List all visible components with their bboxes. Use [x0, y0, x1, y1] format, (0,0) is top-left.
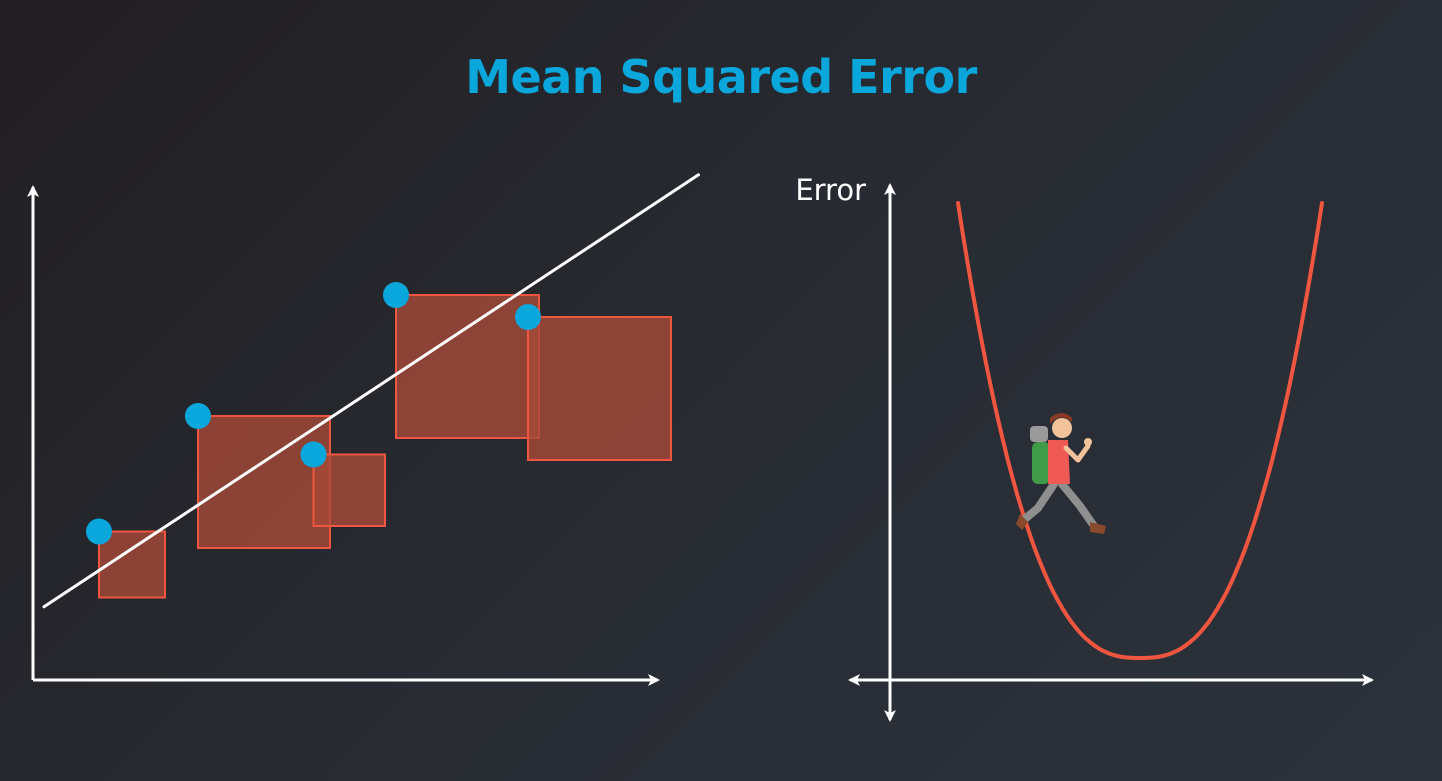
error-curve — [956, 201, 1324, 660]
data-points — [86, 282, 541, 545]
slide-title: Mean Squared Error — [465, 50, 977, 104]
error-square-5 — [527, 316, 672, 461]
data-point-2 — [185, 403, 211, 429]
data-point-5 — [515, 304, 541, 330]
regression-panel — [27, 173, 700, 686]
error-square-3 — [312, 453, 386, 527]
data-point-3 — [300, 441, 327, 468]
data-point-4 — [383, 282, 409, 308]
error-curve-panel: Error — [795, 173, 1374, 722]
squared-error-squares — [98, 294, 672, 599]
error-square-2 — [197, 415, 331, 549]
data-point-1 — [86, 518, 112, 545]
regression-line — [42, 173, 700, 609]
hiker-icon — [1016, 413, 1106, 534]
error-axis-label: Error — [795, 173, 866, 207]
